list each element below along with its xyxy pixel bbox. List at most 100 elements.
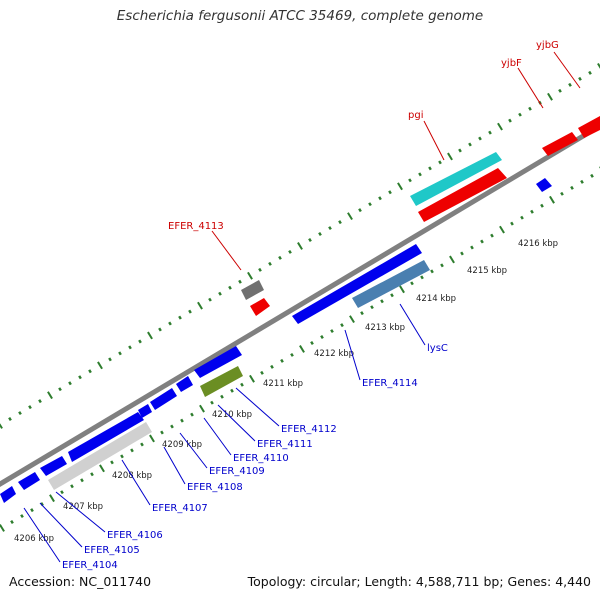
minor-tick-mark xyxy=(90,472,94,477)
minor-tick-mark xyxy=(580,179,584,184)
gene-right-small-arrow[interactable] xyxy=(536,178,552,192)
gene-label-EFER_4108[interactable]: EFER_4108 xyxy=(187,482,243,493)
minor-tick-mark xyxy=(228,285,232,290)
minor-tick-mark xyxy=(380,299,384,304)
gene-label-EFER_4107[interactable]: EFER_4107 xyxy=(152,503,208,514)
minor-tick-mark xyxy=(188,309,192,314)
accession-label: Accession: NC_011740 xyxy=(9,574,152,589)
major-tick-mark xyxy=(99,464,105,473)
gene-label-lysC[interactable]: lysC xyxy=(427,343,448,354)
minor-tick-mark xyxy=(410,281,414,286)
gene-label-EFER_4111[interactable]: EFER_4111 xyxy=(257,439,313,450)
kbp-label: 4211 kbp xyxy=(263,379,303,389)
minor-tick-mark xyxy=(108,357,112,362)
gene-label-EFER_4106[interactable]: EFER_4106 xyxy=(107,530,163,541)
minor-tick-mark xyxy=(570,185,574,190)
major-tick-mark xyxy=(497,122,503,131)
gene-label-EFER_4105[interactable]: EFER_4105 xyxy=(84,545,140,556)
kbp-label: 4214 kbp xyxy=(416,294,456,304)
minor-tick-mark xyxy=(440,263,444,268)
gene-label-EFER_4104[interactable]: EFER_4104 xyxy=(62,560,118,571)
major-tick-mark xyxy=(547,92,553,101)
gene-pgi-arrow[interactable] xyxy=(418,168,507,222)
kbp-label: 4206 kbp xyxy=(14,534,54,544)
minor-tick-mark xyxy=(370,305,374,310)
gene-label-EFER_4112[interactable]: EFER_4112 xyxy=(281,424,337,435)
gene-EFER_4108-arrow[interactable] xyxy=(138,404,152,418)
minor-tick-mark xyxy=(288,249,292,254)
minor-tick-mark xyxy=(310,341,314,345)
minor-tick-mark xyxy=(160,430,164,435)
minor-tick-mark xyxy=(140,442,144,447)
minor-tick-mark xyxy=(270,364,274,369)
minor-tick-mark xyxy=(190,412,194,417)
minor-tick-mark xyxy=(120,454,124,459)
kbp-label: 4207 kbp xyxy=(63,502,103,512)
gene-pgi-feature[interactable] xyxy=(410,152,502,206)
minor-tick-mark xyxy=(8,417,12,422)
gene-label-EFER_4113[interactable]: EFER_4113 xyxy=(168,221,224,232)
gene-EFER_4107-arrow[interactable] xyxy=(68,412,144,462)
major-tick-mark xyxy=(0,524,5,532)
minor-tick-mark xyxy=(480,239,484,244)
major-tick-mark xyxy=(297,242,303,250)
gene-EFER_4106-feature[interactable] xyxy=(48,422,152,490)
major-tick-mark xyxy=(347,212,353,221)
minor-tick-mark xyxy=(520,215,524,220)
gene-label-EFER_4114[interactable]: EFER_4114 xyxy=(362,378,418,389)
minor-tick-mark xyxy=(158,327,162,332)
minor-tick-mark xyxy=(308,238,312,242)
gene-label-EFER_4109[interactable]: EFER_4109 xyxy=(209,466,265,477)
gene-EFER_4106-arrow[interactable] xyxy=(40,456,67,476)
minor-tick-mark xyxy=(280,358,284,363)
minor-tick-mark xyxy=(238,279,242,284)
major-tick-mark xyxy=(97,361,103,370)
gene-label-yjbG[interactable]: yjbG xyxy=(536,40,559,51)
gene-EFER_4113-arrow[interactable] xyxy=(250,298,270,316)
minor-tick-mark xyxy=(268,261,272,266)
minor-tick-mark xyxy=(318,232,322,237)
minor-tick-mark xyxy=(290,352,294,357)
major-tick-mark xyxy=(47,391,53,400)
gene-EFER_4109-arrow[interactable] xyxy=(150,388,177,410)
minor-tick-mark xyxy=(58,387,62,392)
minor-tick-mark xyxy=(470,245,474,250)
minor-tick-mark xyxy=(328,226,332,231)
minor-tick-mark xyxy=(68,381,72,386)
gene-label-EFER_4110[interactable]: EFER_4110 xyxy=(233,453,289,464)
kbp-label: 4213 kbp xyxy=(365,323,405,333)
gene-EFER_4114-arrow[interactable] xyxy=(292,244,422,324)
gene-EFER_4113-feature[interactable] xyxy=(241,280,264,300)
minor-tick-mark xyxy=(490,233,494,238)
minor-tick-mark xyxy=(390,293,394,298)
gene-EFER_4110-arrow[interactable] xyxy=(176,376,193,392)
gene-yjbG-arrow[interactable] xyxy=(578,116,600,138)
gene-EFER_4111-feature[interactable] xyxy=(200,366,243,397)
minor-tick-mark xyxy=(560,191,564,196)
minor-tick-mark xyxy=(180,418,184,423)
gene-EFER_4112-arrow[interactable] xyxy=(194,346,242,378)
minor-tick-mark xyxy=(568,82,572,87)
minor-tick-mark xyxy=(260,370,264,375)
gene-EFER_4105-arrow[interactable] xyxy=(18,472,40,490)
major-tick-mark xyxy=(499,225,505,234)
minor-tick-mark xyxy=(438,160,442,165)
major-tick-mark xyxy=(549,195,555,204)
minor-tick-mark xyxy=(230,388,234,393)
minor-tick-mark xyxy=(460,251,464,256)
major-tick-mark xyxy=(447,152,453,161)
minor-tick-mark xyxy=(340,323,344,328)
gene-yjbF-arrow[interactable] xyxy=(542,132,578,156)
gene-lysC-feature[interactable] xyxy=(352,260,430,308)
minor-tick-mark xyxy=(210,400,214,405)
gene-EFER_4104-arrow[interactable] xyxy=(0,486,16,503)
minor-tick-mark xyxy=(28,405,32,410)
gene-label-yjbF[interactable]: yjbF xyxy=(501,58,522,69)
minor-tick-mark xyxy=(478,136,482,141)
minor-tick-mark xyxy=(208,297,212,302)
minor-tick-mark xyxy=(20,514,24,519)
gene-label-pgi[interactable]: pgi xyxy=(408,110,423,121)
minor-tick-mark xyxy=(418,172,422,177)
minor-tick-mark xyxy=(278,255,282,260)
minor-tick-mark xyxy=(88,369,92,374)
